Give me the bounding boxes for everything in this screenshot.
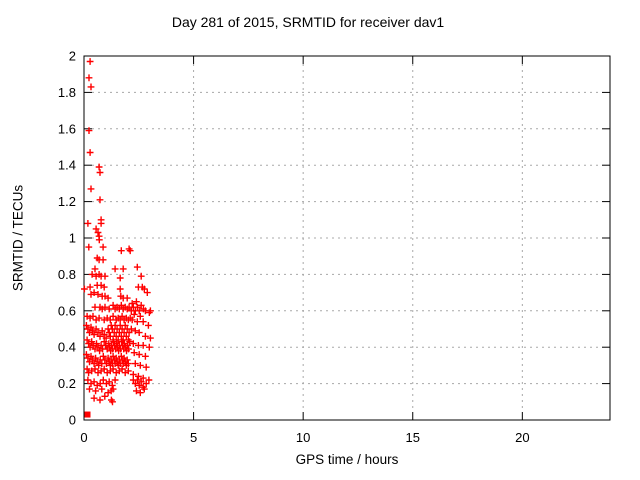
y-tick-label: 1.4: [58, 158, 76, 173]
y-tick-label: 0.4: [58, 340, 76, 355]
y-tick-label: 1.6: [58, 121, 76, 136]
y-tick-label: 1.8: [58, 85, 76, 100]
y-tick-label: 0.8: [58, 267, 76, 282]
x-tick-label: 20: [515, 430, 529, 445]
y-tick-label: 1.2: [58, 194, 76, 209]
chart-title: Day 281 of 2015, SRMTID for receiver dav…: [171, 14, 445, 30]
x-tick-label: 5: [190, 430, 197, 445]
data-point-square: [84, 411, 91, 418]
x-tick-label: 0: [80, 430, 87, 445]
x-axis-label: GPS time / hours: [295, 452, 399, 467]
data-points-plus: [81, 58, 154, 406]
x-tick-label: 10: [296, 430, 310, 445]
y-tick-label: 2: [69, 49, 76, 64]
plot-frame: [83, 55, 611, 421]
y-tick-label: 0.2: [58, 376, 76, 391]
y-axis-label: SRMTID / TECUs: [10, 184, 26, 292]
x-tick-label: 15: [406, 430, 420, 445]
y-tick-label: 0.6: [58, 303, 76, 318]
y-tick-label: 1: [69, 231, 76, 246]
y-tick-label: 0: [69, 413, 76, 428]
